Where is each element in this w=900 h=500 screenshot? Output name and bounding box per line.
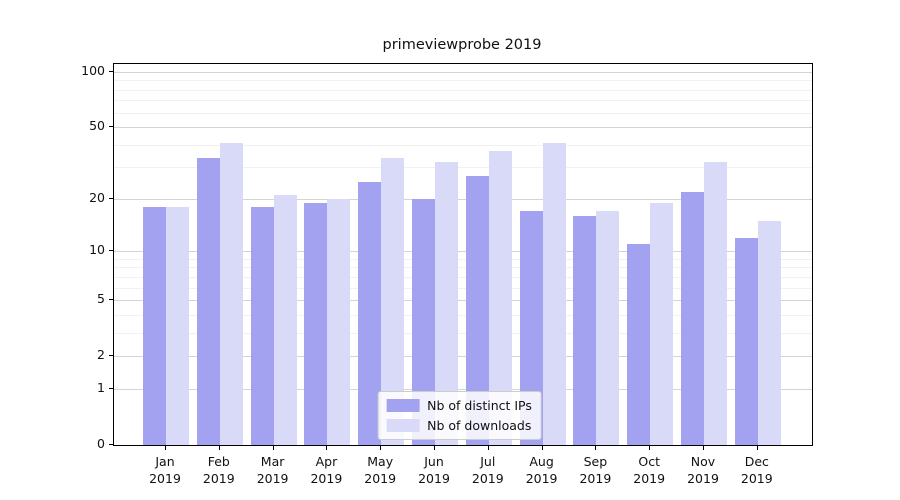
bar-distinct-ips xyxy=(734,237,758,445)
gridline-minor xyxy=(114,144,812,146)
bar-distinct-ips xyxy=(250,206,274,445)
x-tick-mark xyxy=(756,446,758,450)
y-tick-label: 5 xyxy=(97,291,105,307)
x-tick-label: May 2019 xyxy=(364,454,397,486)
bar-downloads xyxy=(435,162,458,445)
bar-downloads xyxy=(166,206,189,445)
y-tick-label: 100 xyxy=(81,62,105,78)
y-tick-label: 20 xyxy=(89,189,105,205)
bar-distinct-ips xyxy=(358,181,382,445)
y-tick-label: 1 xyxy=(97,379,105,395)
y-tick-mark xyxy=(109,387,113,389)
bar-distinct-ips xyxy=(465,175,489,445)
x-tick-mark xyxy=(487,446,489,450)
y-tick-mark xyxy=(109,70,113,72)
bar-downloads xyxy=(704,162,727,445)
bar-downloads xyxy=(542,142,566,445)
y-tick-label: 10 xyxy=(89,242,105,258)
x-tick-label: Dec 2019 xyxy=(740,454,773,486)
y-tick-mark xyxy=(109,444,113,445)
bar-distinct-ips xyxy=(412,198,435,445)
x-tick-label: Feb 2019 xyxy=(202,454,235,486)
bar-downloads xyxy=(327,198,351,445)
x-tick-mark xyxy=(165,446,166,450)
gridline-minor xyxy=(114,112,812,114)
y-tick-label: 2 xyxy=(97,347,105,363)
bar-distinct-ips xyxy=(519,211,543,445)
bar-distinct-ips xyxy=(304,202,328,445)
x-tick-mark xyxy=(218,446,220,450)
x-tick-mark xyxy=(434,446,435,450)
x-tick-label: Apr 2019 xyxy=(310,454,343,486)
x-tick-mark xyxy=(272,446,274,450)
y-tick-mark xyxy=(109,355,113,357)
legend-swatch-downloads xyxy=(386,419,420,432)
x-tick-label: Sep 2019 xyxy=(579,454,612,486)
x-tick-label: Jan 2019 xyxy=(149,454,181,486)
gridline-major xyxy=(114,127,812,129)
gridline-major xyxy=(114,71,812,73)
bar-downloads xyxy=(381,157,405,445)
x-tick-label: Jul 2019 xyxy=(471,454,504,486)
plot-area: Nb of distinct IPs Nb of downloads xyxy=(113,63,813,446)
x-tick-mark xyxy=(541,446,543,450)
y-tick-label: 50 xyxy=(89,118,105,134)
chart-title: primeviewprobe 2019 xyxy=(382,37,542,53)
bar-distinct-ips xyxy=(196,157,220,445)
bar-downloads xyxy=(650,202,674,445)
x-tick-mark xyxy=(703,446,704,450)
x-tick-label: Mar 2019 xyxy=(256,454,289,486)
legend-swatch-distinct-ips xyxy=(386,399,420,412)
x-tick-mark xyxy=(649,446,651,450)
y-tick-mark xyxy=(109,126,113,128)
legend-label-downloads: Nb of downloads xyxy=(427,418,532,433)
x-tick-label: Aug 2019 xyxy=(525,454,558,486)
bar-distinct-ips xyxy=(573,215,597,445)
bar-distinct-ips xyxy=(143,206,166,445)
y-tick-label: 0 xyxy=(97,436,105,451)
gridline-minor xyxy=(114,100,812,102)
y-tick-mark xyxy=(109,299,113,301)
x-tick-label: Nov 2019 xyxy=(687,454,719,486)
legend-row-downloads: Nb of downloads xyxy=(386,418,532,433)
x-tick-mark xyxy=(595,446,597,450)
gridline-minor xyxy=(114,89,812,91)
bar-distinct-ips xyxy=(627,244,651,445)
legend-label-distinct-ips: Nb of distinct IPs xyxy=(427,398,532,413)
bar-downloads xyxy=(273,195,297,445)
x-tick-label: Jun 2019 xyxy=(418,454,450,486)
y-tick-mark xyxy=(109,197,113,199)
x-tick-mark xyxy=(380,446,382,450)
bar-downloads xyxy=(488,150,512,445)
x-tick-mark xyxy=(326,446,328,450)
bar-downloads xyxy=(757,220,781,445)
legend: Nb of distinct IPs Nb of downloads xyxy=(377,391,542,440)
bar-distinct-ips xyxy=(681,191,704,445)
legend-row-distinct-ips: Nb of distinct IPs xyxy=(386,398,532,413)
gridline-minor xyxy=(114,80,812,82)
y-tick-mark xyxy=(109,250,113,252)
x-tick-label: Oct 2019 xyxy=(633,454,666,486)
bar-downloads xyxy=(596,211,620,445)
bar-downloads xyxy=(219,142,243,445)
